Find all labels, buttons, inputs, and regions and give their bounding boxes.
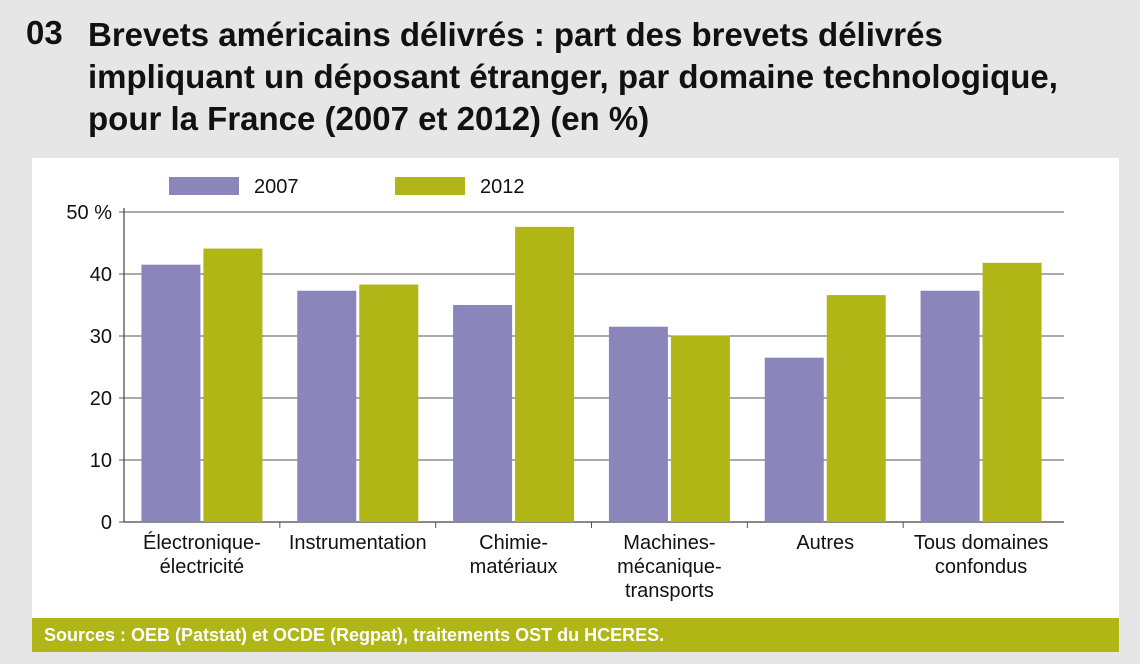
y-tick-label: 20 <box>90 388 112 410</box>
bar-2012 <box>670 335 730 522</box>
x-tick-label: Tous domaines confondus <box>914 532 1049 578</box>
y-tick-label: 50 % <box>66 202 112 224</box>
bar-2012 <box>359 284 419 522</box>
bar-2007 <box>764 357 824 522</box>
y-tick-label: 10 <box>90 450 112 472</box>
bar-2007 <box>920 290 980 522</box>
y-tick-label: 40 <box>90 264 112 286</box>
x-tick-label: Chimie-matériaux <box>470 532 558 578</box>
bar-2007 <box>141 264 201 522</box>
x-tick-label: Autres <box>796 532 854 554</box>
figure-number: 03 <box>26 14 63 51</box>
bar-chart: 0 10 20 30 40 50 % Électronique-électricité Ins… <box>66 176 1064 602</box>
legend-swatch-2007 <box>169 177 239 195</box>
legend-label-2007: 2007 <box>254 176 299 198</box>
bar-2007 <box>608 326 668 522</box>
title-area: 03 Brevets américains délivrés : part de… <box>0 0 1140 158</box>
legend-label-2012: 2012 <box>480 176 525 198</box>
y-tick-label: 30 <box>90 326 112 348</box>
bar-2012 <box>826 295 886 522</box>
x-tick-label: Instrumentation <box>289 532 427 554</box>
chart-panel: 0 10 20 30 40 50 % Électronique-électricité Ins… <box>32 158 1119 618</box>
bar-2007 <box>297 290 357 522</box>
bar-2012 <box>982 262 1042 522</box>
legend-swatch-2012 <box>395 177 465 195</box>
x-tick-label: Machines-mécanique-transports <box>617 532 722 602</box>
chart-title: Brevets américains délivrés : part des b… <box>88 16 1058 137</box>
bar-2007 <box>453 305 513 522</box>
bar-2012 <box>203 248 263 522</box>
y-tick-label: 0 <box>101 512 112 534</box>
bar-2012 <box>515 226 575 522</box>
source-footer: Sources : OEB (Patstat) et OCDE (Regpat)… <box>32 618 1119 652</box>
x-tick-label: Électronique-électricité <box>143 531 261 578</box>
